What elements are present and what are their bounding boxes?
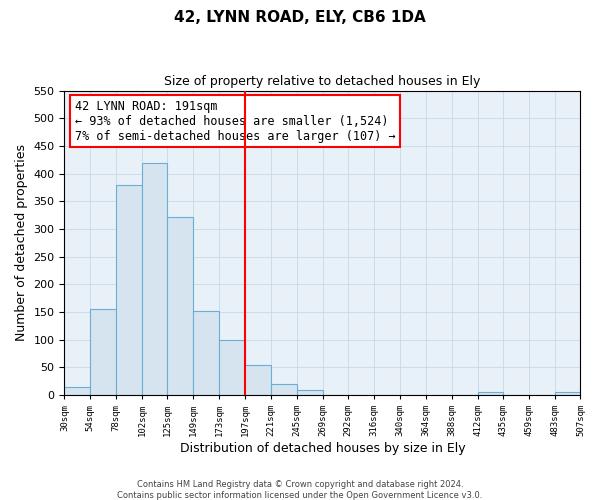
Bar bbox=[91, 310, 116, 395]
Text: Contains HM Land Registry data © Crown copyright and database right 2024.
Contai: Contains HM Land Registry data © Crown c… bbox=[118, 480, 482, 500]
Title: Size of property relative to detached houses in Ely: Size of property relative to detached ho… bbox=[164, 75, 481, 88]
Bar bbox=[554, 392, 580, 395]
Y-axis label: Number of detached properties: Number of detached properties bbox=[15, 144, 28, 342]
Bar bbox=[245, 364, 271, 395]
Bar bbox=[64, 387, 91, 395]
Bar bbox=[297, 390, 323, 395]
Bar bbox=[116, 184, 142, 395]
Bar bbox=[193, 311, 219, 395]
Text: 42 LYNN ROAD: 191sqm
← 93% of detached houses are smaller (1,524)
7% of semi-det: 42 LYNN ROAD: 191sqm ← 93% of detached h… bbox=[75, 100, 395, 142]
X-axis label: Distribution of detached houses by size in Ely: Distribution of detached houses by size … bbox=[179, 442, 465, 455]
Bar bbox=[478, 392, 503, 395]
Bar bbox=[142, 162, 167, 395]
Bar bbox=[219, 340, 245, 395]
Bar bbox=[167, 217, 193, 395]
Bar bbox=[271, 384, 297, 395]
Text: 42, LYNN ROAD, ELY, CB6 1DA: 42, LYNN ROAD, ELY, CB6 1DA bbox=[174, 10, 426, 25]
